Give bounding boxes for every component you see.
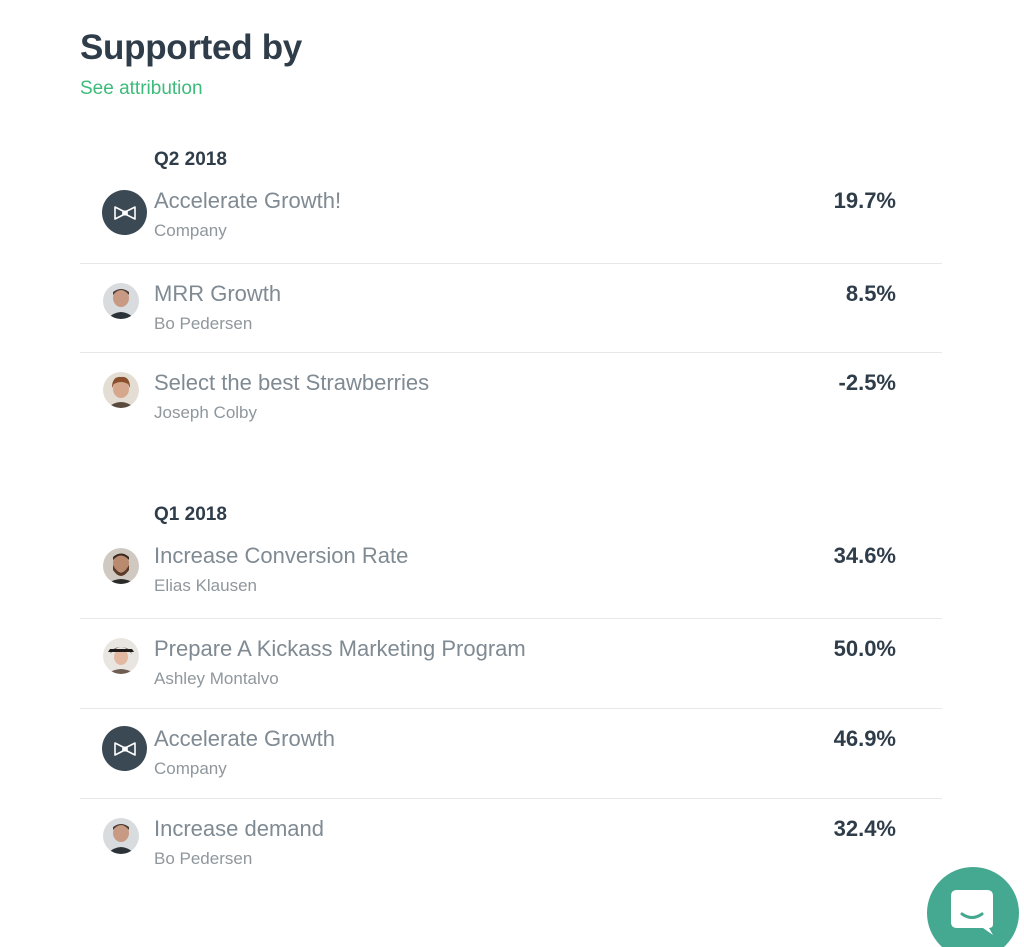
goal-title: Select the best Strawberries <box>154 370 430 395</box>
section-label: Q1 2018 <box>154 504 227 525</box>
goal-owner: Joseph Colby <box>154 403 258 422</box>
goal-percent: 34.6% <box>833 543 896 568</box>
user-avatar <box>103 818 139 854</box>
chat-launcher-button[interactable] <box>927 867 1019 947</box>
goal-percent: 32.4% <box>833 816 896 841</box>
goal-row[interactable]: Prepare A Kickass Marketing Program Ashl… <box>80 619 942 709</box>
goal-owner: Bo Pedersen <box>154 314 253 333</box>
goal-percent: 19.7% <box>833 188 896 213</box>
goal-row[interactable]: MRR Growth Bo Pedersen 8.5% <box>80 264 942 353</box>
goal-title: MRR Growth <box>154 281 282 306</box>
goal-percent: 8.5% <box>845 281 896 306</box>
section-q2-2018: Q2 2018 Accelerate Growth! Company 19.7% <box>80 148 942 442</box>
goal-percent: -2.5% <box>838 370 896 395</box>
goal-row[interactable]: Increase demand Bo Pedersen 32.4% <box>80 799 942 888</box>
goal-row[interactable]: Accelerate Growth! Company 19.7% <box>80 188 942 264</box>
user-avatar <box>103 283 139 319</box>
user-avatar <box>103 372 139 408</box>
chat-bubble-icon <box>951 890 993 935</box>
goal-owner: Company <box>154 759 227 778</box>
goal-title: Prepare A Kickass Marketing Program <box>154 636 526 661</box>
company-bowtie-icon <box>102 726 147 771</box>
goal-row[interactable]: Increase Conversion Rate Elias Klausen 3… <box>80 543 942 619</box>
goal-owner: Ashley Montalvo <box>154 669 279 688</box>
goal-percent: 50.0% <box>833 636 896 661</box>
see-attribution-link[interactable]: See attribution <box>80 78 203 99</box>
goal-title: Accelerate Growth! <box>154 188 342 213</box>
goal-title: Increase demand <box>154 816 324 841</box>
goal-percent: 46.9% <box>833 726 896 751</box>
page-title: Supported by <box>80 28 302 67</box>
goal-title: Increase Conversion Rate <box>154 543 409 568</box>
section-label: Q2 2018 <box>154 149 227 170</box>
goal-row[interactable]: Select the best Strawberries Joseph Colb… <box>80 353 942 442</box>
goal-owner: Elias Klausen <box>154 576 258 595</box>
goal-owner: Bo Pedersen <box>154 849 253 868</box>
user-avatar <box>103 638 139 674</box>
goal-row[interactable]: Accelerate Growth Company 46.9% <box>80 709 942 799</box>
section-q1-2018: Q1 2018 Increase Conversion Rate Elias K… <box>80 503 942 888</box>
goal-title: Accelerate Growth <box>154 726 335 751</box>
company-bowtie-icon <box>102 190 147 235</box>
goal-owner: Company <box>154 221 227 240</box>
user-avatar <box>103 548 139 584</box>
